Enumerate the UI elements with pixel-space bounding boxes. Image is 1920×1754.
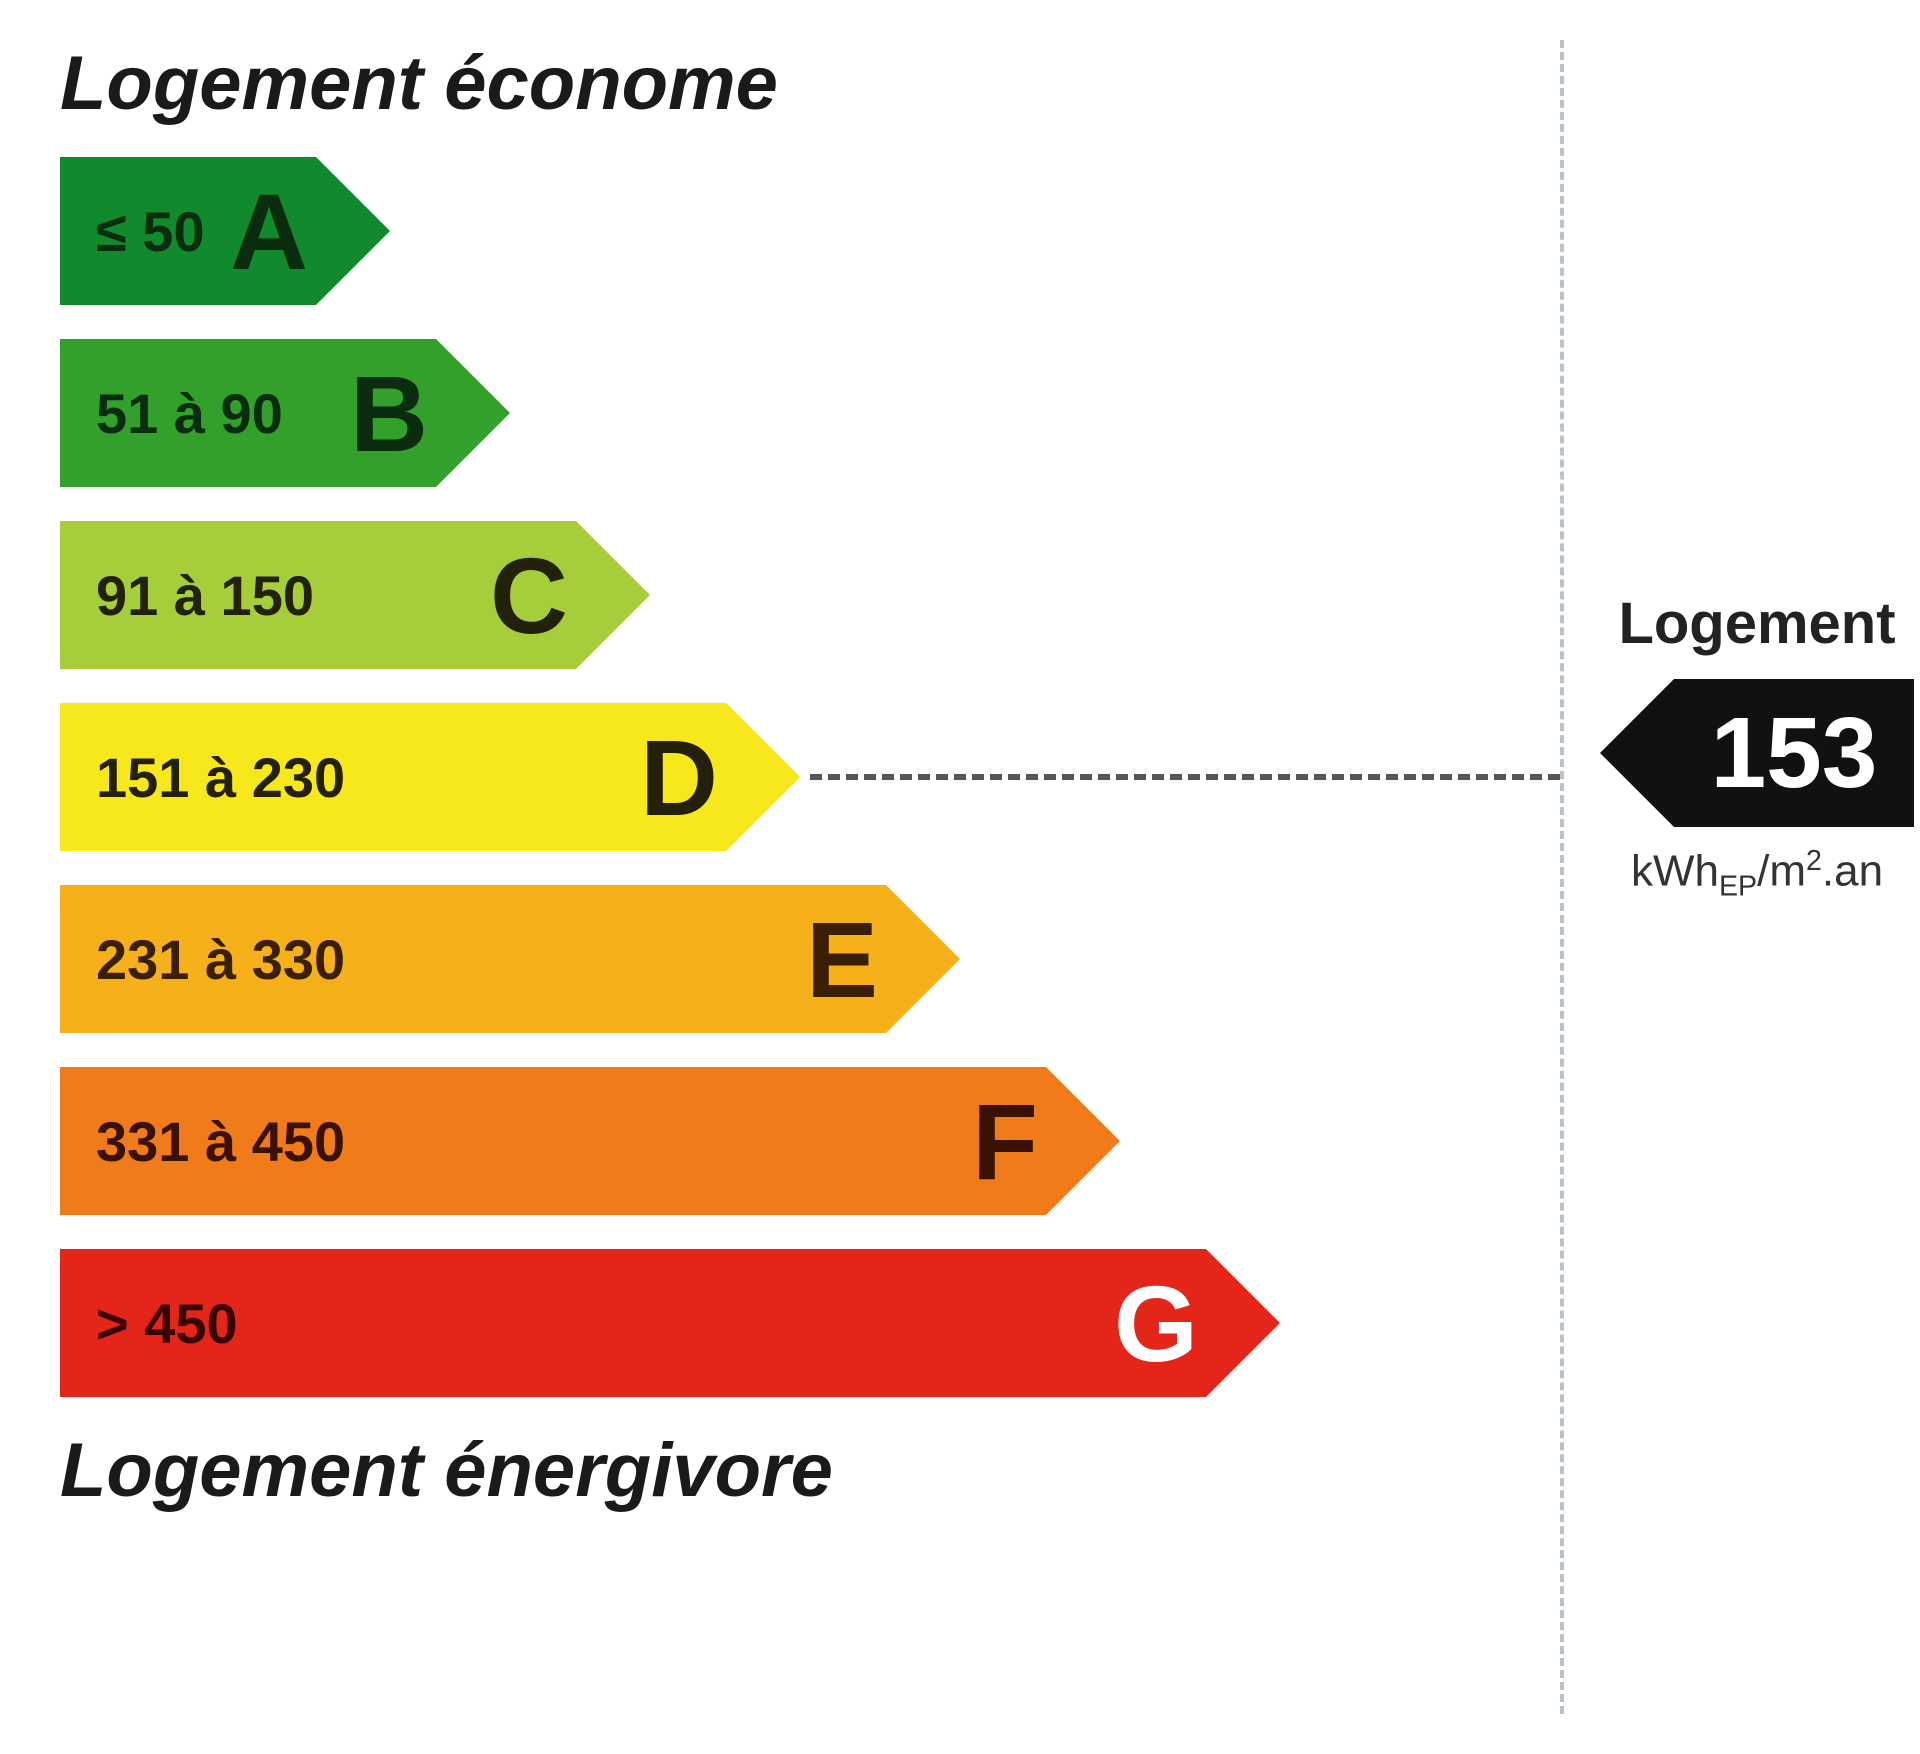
bar-a: ≤ 50 A xyxy=(60,157,390,305)
result-panel: Logement 153 kWhEP/m2.an xyxy=(1600,590,1914,903)
grade-label-f: F xyxy=(972,1079,1046,1204)
bar-body-c: 91 à 150 C xyxy=(60,521,576,669)
bar-f: 331 à 450 F xyxy=(60,1067,1120,1215)
grade-label-g: G xyxy=(1114,1261,1206,1386)
grade-label-e: E xyxy=(806,897,886,1022)
arrow-head-a xyxy=(316,157,390,305)
result-unit: kWhEP/m2.an xyxy=(1631,845,1883,903)
range-label-f: 331 à 450 xyxy=(96,1109,345,1174)
top-label: Logement économe xyxy=(60,40,1920,127)
grade-label-b: B xyxy=(350,351,436,476)
bar-body-a: ≤ 50 A xyxy=(60,157,316,305)
bar-row-f: 331 à 450 F xyxy=(60,1067,1920,1215)
bar-body-b: 51 à 90 B xyxy=(60,339,436,487)
bar-e: 231 à 330 E xyxy=(60,885,960,1033)
range-label-c: 91 à 150 xyxy=(96,563,314,628)
bar-row-b: 51 à 90 B xyxy=(60,339,1920,487)
arrow-head-f xyxy=(1046,1067,1120,1215)
arrow-head-g xyxy=(1206,1249,1280,1397)
bar-c: 91 à 150 C xyxy=(60,521,650,669)
bar-body-d: 151 à 230 D xyxy=(60,703,726,851)
indicator-dash-line xyxy=(810,774,1560,780)
range-label-d: 151 à 230 xyxy=(96,745,345,810)
bar-b: 51 à 90 B xyxy=(60,339,510,487)
result-arrow-head xyxy=(1600,679,1674,827)
bar-row-e: 231 à 330 E xyxy=(60,885,1920,1033)
arrow-head-d xyxy=(726,703,800,851)
arrow-head-e xyxy=(886,885,960,1033)
grade-label-a: A xyxy=(230,169,316,294)
range-label-a: ≤ 50 xyxy=(96,199,205,264)
arrow-head-c xyxy=(576,521,650,669)
bar-body-g: > 450 G xyxy=(60,1249,1206,1397)
bar-body-e: 231 à 330 E xyxy=(60,885,886,1033)
bar-g: > 450 G xyxy=(60,1249,1280,1397)
arrow-head-b xyxy=(436,339,510,487)
vertical-divider xyxy=(1560,40,1564,1714)
result-arrow: 153 xyxy=(1600,679,1914,827)
bar-d: 151 à 230 D xyxy=(60,703,800,851)
result-value: 153 xyxy=(1674,679,1914,827)
range-label-e: 231 à 330 xyxy=(96,927,345,992)
result-title: Logement xyxy=(1618,590,1895,657)
range-label-g: > 450 xyxy=(96,1291,238,1356)
grade-label-d: D xyxy=(640,715,726,840)
bar-row-a: ≤ 50 A xyxy=(60,157,1920,305)
bar-row-g: > 450 G xyxy=(60,1249,1920,1397)
range-label-b: 51 à 90 xyxy=(96,381,283,446)
bottom-label: Logement énergivore xyxy=(60,1427,1920,1514)
grade-label-c: C xyxy=(490,533,576,658)
energy-label-chart: Logement économe ≤ 50 A 51 à 90 B 91 à 150 C 1… xyxy=(0,0,1920,1754)
bar-body-f: 331 à 450 F xyxy=(60,1067,1046,1215)
